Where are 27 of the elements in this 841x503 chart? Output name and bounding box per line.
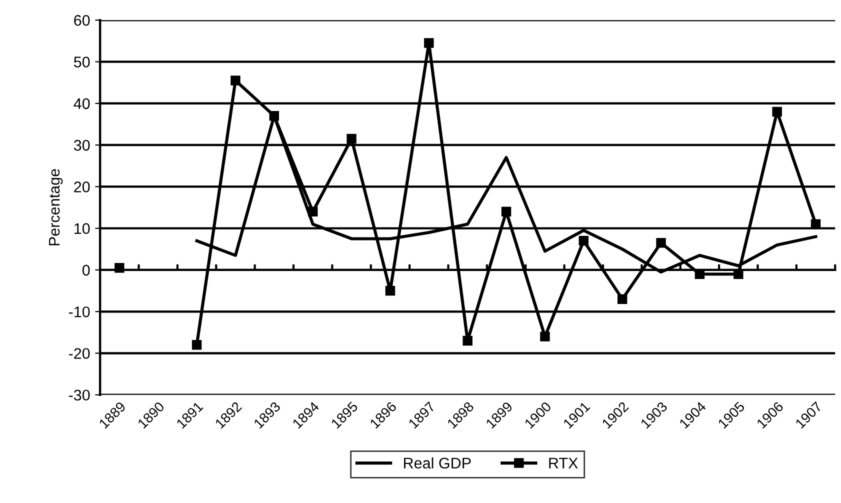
point [617,294,628,304]
y-tick-label: 50 [74,56,90,68]
legend-label: Real GDP [404,457,471,469]
point [501,206,512,217]
y-tick-label: -10 [68,306,90,318]
point [269,111,280,121]
y-tick-label: 60 [74,14,90,26]
point [578,236,589,246]
point [346,134,356,144]
y-tick-label: -20 [68,348,90,359]
point [656,238,666,248]
point [308,206,318,217]
point [230,76,240,86]
point [424,38,434,48]
point [385,286,396,296]
point [772,106,782,117]
point [192,340,202,350]
legend-label: RTX [549,458,578,468]
point [462,336,472,346]
point [540,332,550,342]
y-tick-label: 10 [74,223,90,234]
y-tick-label: -30 [68,390,90,401]
y-tick-label: 0 [82,264,90,276]
y-axis-title: Percentage [49,169,63,246]
y-tick-label: 40 [74,98,90,110]
y-tick-label: 20 [74,182,90,192]
y-tick-label: 30 [74,140,90,151]
